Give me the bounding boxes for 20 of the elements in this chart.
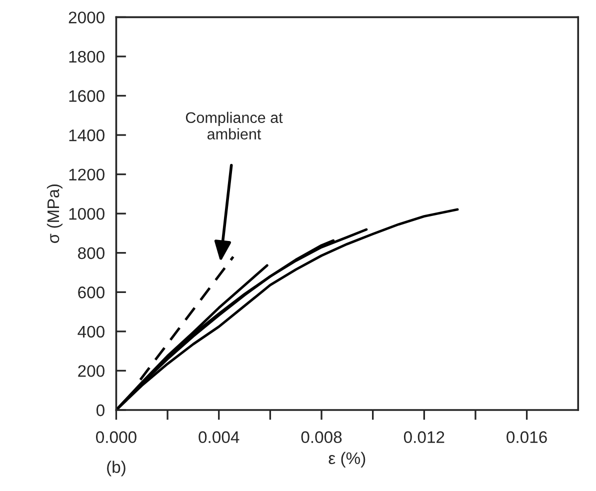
x-tick-label: 0.008 [301, 431, 342, 444]
y-tick-label: 2000 [68, 12, 104, 24]
x-tick-label: 0.016 [506, 431, 547, 444]
y-tick-label: 1000 [69, 208, 104, 220]
x-tick-label: 0.000 [96, 431, 136, 444]
y-tick-label: 1200 [69, 168, 104, 181]
y-tick-label: 1800 [69, 50, 104, 63]
y-tick-label: 1400 [69, 129, 104, 142]
x-tick-label: 0.012 [404, 431, 444, 444]
x-axis-title: ε (%) [328, 452, 366, 468]
y-tick-label: 1600 [69, 90, 104, 102]
text: (b) [107, 460, 126, 476]
annotation: Compliance at ambient [186, 112, 283, 140]
y-axis-title: σ (MPa) [46, 184, 62, 244]
y-tick-label: 0 [96, 404, 104, 416]
y-tick-label: 800 [78, 247, 104, 260]
y-tick-label: 600 [78, 286, 104, 298]
y-tick-label: 400 [78, 326, 104, 338]
x-tick-label: 0.004 [198, 431, 240, 444]
y-tick-label: 200 [78, 365, 104, 377]
